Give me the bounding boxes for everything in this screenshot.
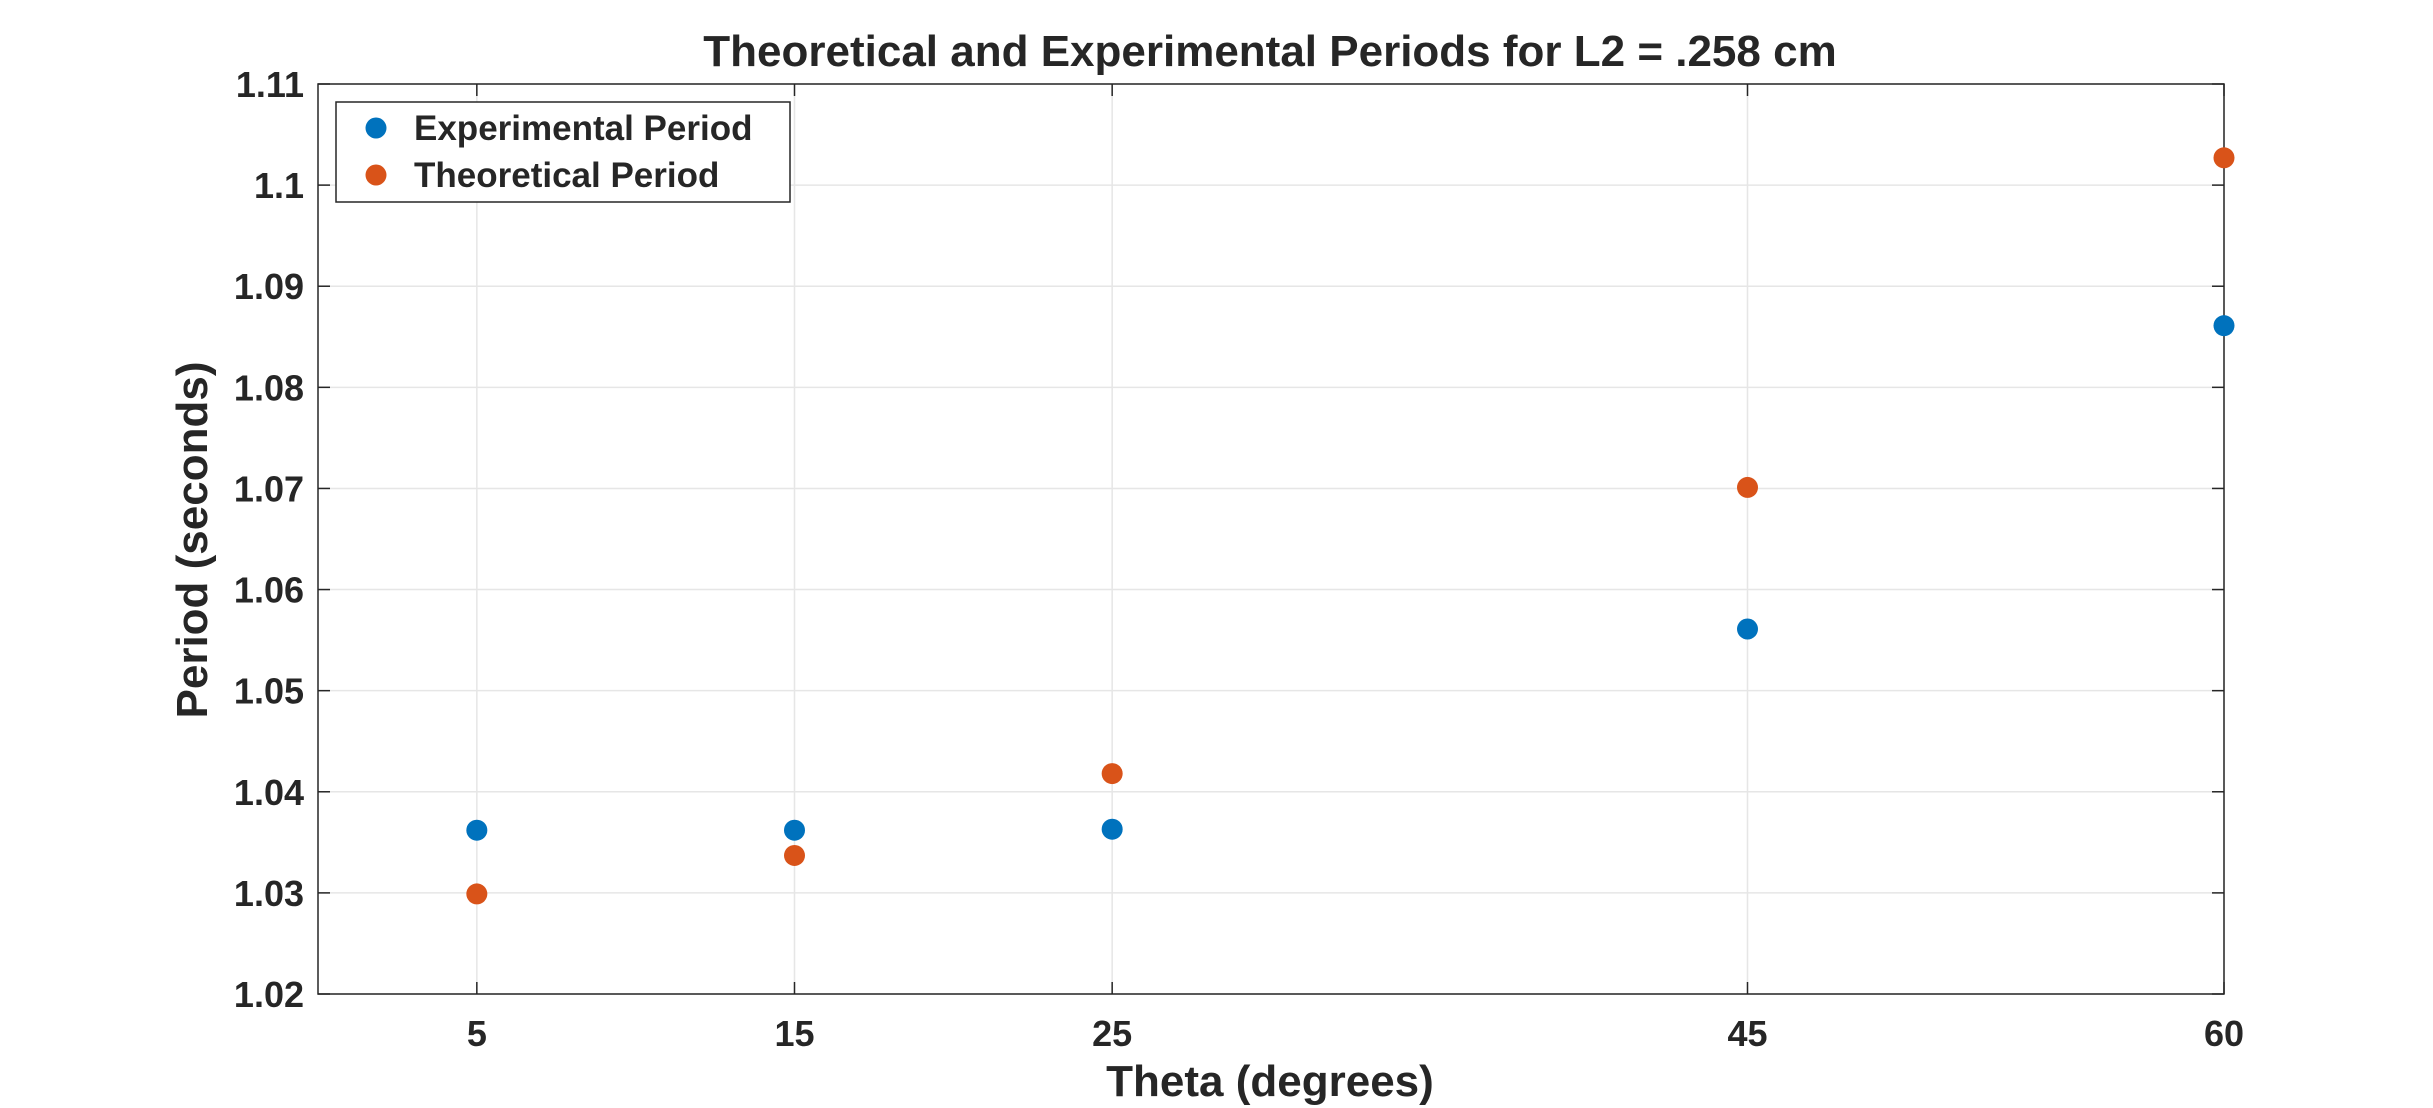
data-point (2213, 315, 2235, 337)
data-point (1737, 476, 1758, 498)
x-tick-label: 15 (774, 1013, 814, 1054)
y-tick-label: 1.11 (236, 64, 304, 105)
axis-ticks: 5 15 25 45 60 1.02 1.03 1.04 1.05 1.06 1.07 1.08 1.0… (234, 64, 2244, 1054)
x-axis-label: Theta (degrees) (1106, 1057, 1434, 1106)
legend-marker (365, 164, 387, 186)
y-tick-label: 1.07 (234, 468, 304, 509)
x-tick-label: 45 (1727, 1013, 1767, 1054)
y-tick-label: 1.02 (234, 974, 304, 1015)
y-tick-label: 1.08 (234, 367, 304, 408)
y-tick-label: 1.03 (234, 873, 304, 914)
y-tick-label: 1.09 (234, 266, 304, 307)
legend: Experimental Period Theoretical Period (335, 101, 791, 203)
legend-marker (365, 117, 387, 139)
y-tick-label: 1.04 (234, 772, 304, 813)
data-point (466, 819, 488, 841)
y-axis-label: Period (seconds) (168, 362, 217, 719)
legend-label: Experimental Period (414, 109, 752, 148)
x-tick-label: 25 (1092, 1013, 1132, 1054)
data-point (2213, 147, 2235, 169)
y-tick-label: 1.06 (234, 570, 304, 611)
x-tick-label: 60 (2204, 1013, 2244, 1054)
data-point (1737, 618, 1758, 640)
data-point (784, 844, 805, 866)
y-tick-label: 1.1 (254, 165, 304, 206)
data-point (784, 819, 805, 841)
data-point (1101, 763, 1123, 785)
y-tick-label: 1.05 (234, 671, 304, 712)
chart-title: Theoretical and Experimental Periods for… (703, 27, 1836, 76)
legend-box (335, 101, 791, 203)
data-point (1101, 818, 1123, 840)
plot-frame (317, 83, 2225, 995)
data-point (466, 883, 488, 905)
data-points (466, 147, 2235, 905)
x-tick-label: 5 (467, 1013, 487, 1054)
legend-label: Theoretical Period (414, 156, 719, 195)
